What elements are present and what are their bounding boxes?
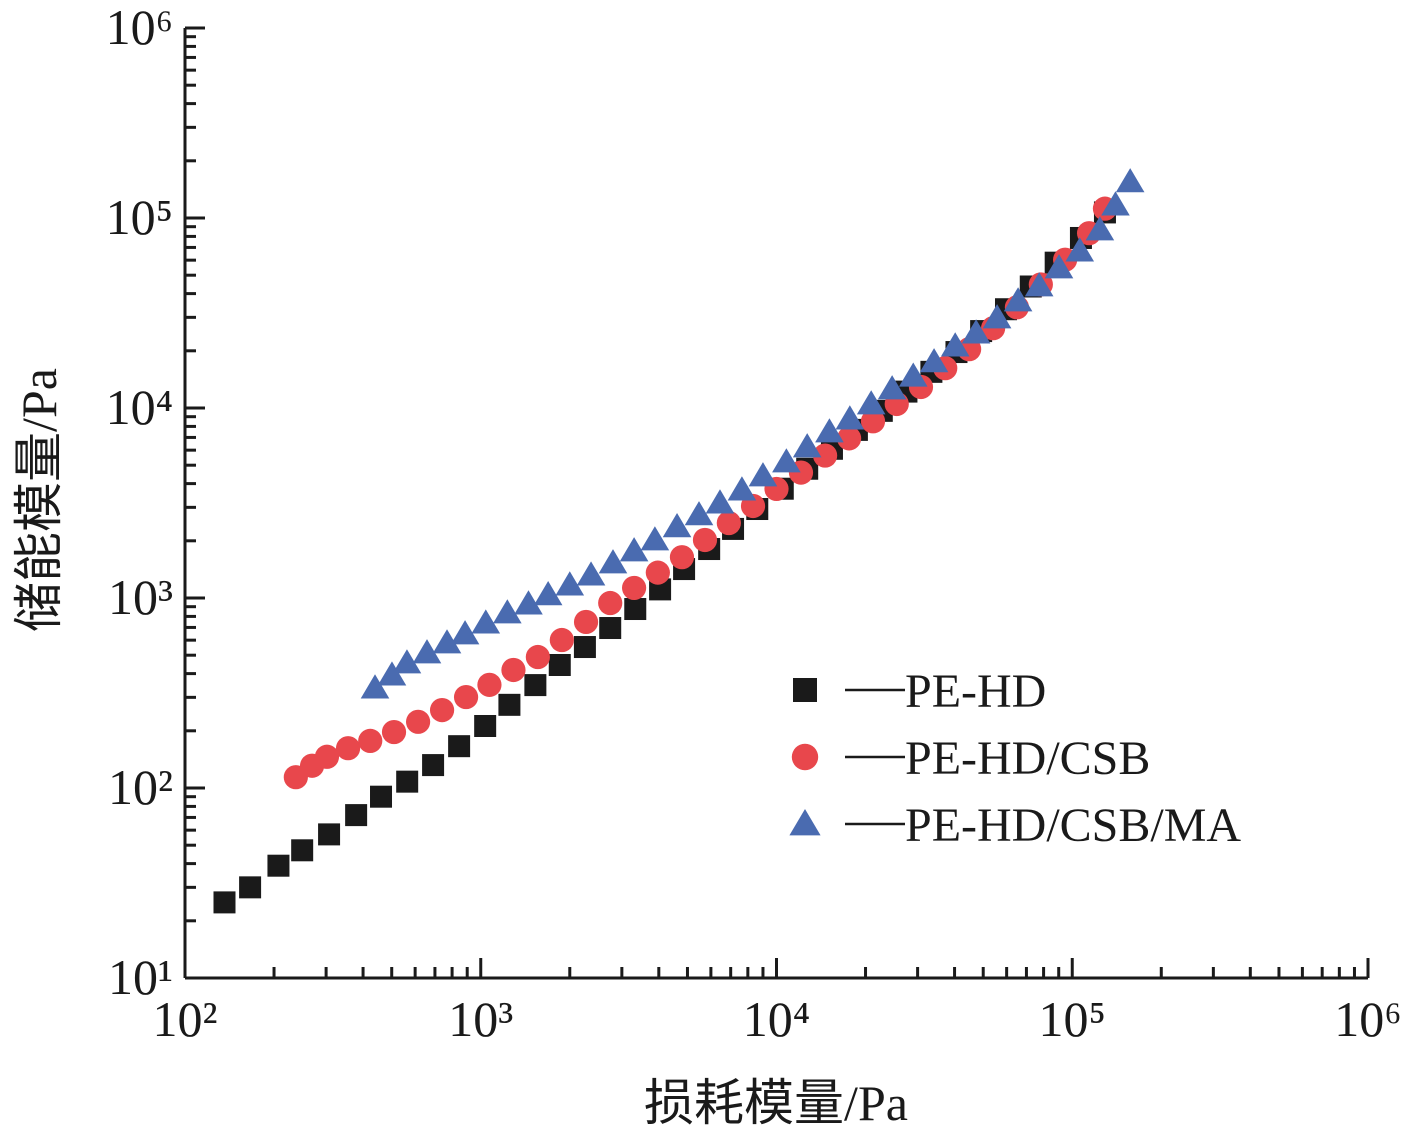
marker-circle	[813, 443, 838, 468]
marker-triangle	[877, 375, 907, 400]
marker-square	[793, 678, 817, 702]
marker-square	[422, 754, 445, 777]
marker-triangle	[1115, 168, 1145, 193]
marker-triangle	[684, 501, 714, 526]
marker-square	[599, 617, 622, 640]
marker-triangle	[555, 571, 585, 596]
legend-label: PE-HD/CSB/MA	[905, 799, 1241, 852]
marker-triangle	[856, 390, 886, 415]
marker-circle	[525, 644, 550, 670]
x-tick-label: 10⁶	[1334, 991, 1401, 1047]
marker-triangle	[898, 362, 928, 387]
marker-circle	[501, 657, 526, 683]
y-tick-label: 10⁵	[106, 189, 173, 245]
marker-circle	[477, 672, 502, 697]
marker-triangle	[1003, 287, 1033, 312]
marker-square	[318, 823, 341, 846]
marker-triangle	[815, 418, 844, 443]
marker-square	[548, 653, 571, 676]
marker-triangle	[377, 661, 407, 686]
legend-label: PE-HD	[905, 665, 1046, 718]
marker-triangle	[640, 526, 670, 551]
y-tick-label: 10⁶	[106, 0, 173, 55]
x-axis-label: 损耗模量/Pa	[644, 1075, 908, 1131]
marker-triangle	[412, 639, 442, 664]
marker-circle	[335, 736, 361, 761]
marker-triangle	[598, 549, 628, 574]
marker-triangle	[662, 513, 692, 538]
y-tick-label: 10⁴	[106, 379, 173, 435]
marker-triangle	[493, 599, 522, 624]
marker-circle	[692, 527, 718, 553]
marker-circle	[573, 609, 599, 635]
marker-triangle	[1085, 216, 1115, 241]
marker-circle	[549, 627, 574, 653]
marker-triangle	[835, 405, 865, 430]
y-tick-label: 10¹	[108, 949, 173, 1005]
marker-square	[573, 636, 596, 659]
marker-triangle	[919, 348, 949, 373]
marker-triangle	[748, 462, 778, 487]
marker-square	[524, 674, 547, 697]
marker-triangle	[360, 674, 390, 699]
marker-circle	[598, 590, 623, 616]
x-tick-label: 10³	[448, 991, 513, 1047]
marker-triangle	[1101, 191, 1130, 216]
marker-triangle	[471, 609, 501, 634]
marker-triangle	[576, 561, 606, 586]
marker-square	[345, 804, 368, 827]
marker-triangle	[961, 319, 991, 344]
marker-circle	[358, 728, 383, 753]
marker-triangle	[1065, 237, 1095, 262]
marker-triangle	[619, 537, 649, 562]
marker-triangle	[432, 629, 462, 654]
marker-circle	[381, 719, 407, 745]
marker-circle	[453, 684, 479, 710]
marker-triangle	[450, 620, 480, 645]
marker-square	[498, 693, 521, 716]
marker-square	[448, 735, 471, 758]
marker-triangle	[772, 448, 801, 473]
legend-label: PE-HD/CSB	[905, 732, 1150, 785]
marker-triangle	[940, 332, 970, 357]
marker-square	[239, 876, 262, 899]
marker-circle	[669, 545, 695, 570]
marker-circle	[837, 426, 862, 451]
x-tick-label: 10⁴	[743, 991, 810, 1047]
x-tick-label: 10²	[153, 991, 218, 1047]
marker-square	[291, 839, 314, 862]
marker-triangle	[982, 304, 1012, 329]
marker-square	[396, 770, 419, 793]
marker-square	[267, 854, 290, 877]
y-tick-label: 10³	[108, 569, 173, 625]
marker-square	[370, 785, 393, 808]
y-axis-label: 储能模量/Pa	[11, 368, 67, 632]
marker-triangle	[789, 809, 821, 836]
marker-circle	[791, 743, 819, 771]
marker-triangle	[705, 489, 735, 514]
marker-triangle	[392, 649, 422, 674]
marker-circle	[622, 575, 647, 601]
y-tick-label: 10²	[108, 759, 173, 815]
marker-triangle	[792, 433, 822, 458]
marker-triangle	[514, 590, 543, 615]
marker-circle	[314, 744, 340, 769]
marker-circle	[406, 709, 431, 734]
marker-triangle	[1024, 272, 1054, 297]
marker-circle	[860, 409, 886, 434]
marker-circle	[429, 698, 455, 723]
marker-square	[213, 891, 236, 914]
marker-square	[474, 714, 497, 737]
marker-circle	[716, 510, 741, 536]
marker-triangle	[533, 581, 563, 606]
marker-square	[624, 598, 647, 621]
x-tick-label: 10⁵	[1039, 991, 1106, 1047]
marker-triangle	[1044, 254, 1074, 279]
marker-circle	[645, 560, 670, 585]
marker-triangle	[727, 476, 757, 501]
